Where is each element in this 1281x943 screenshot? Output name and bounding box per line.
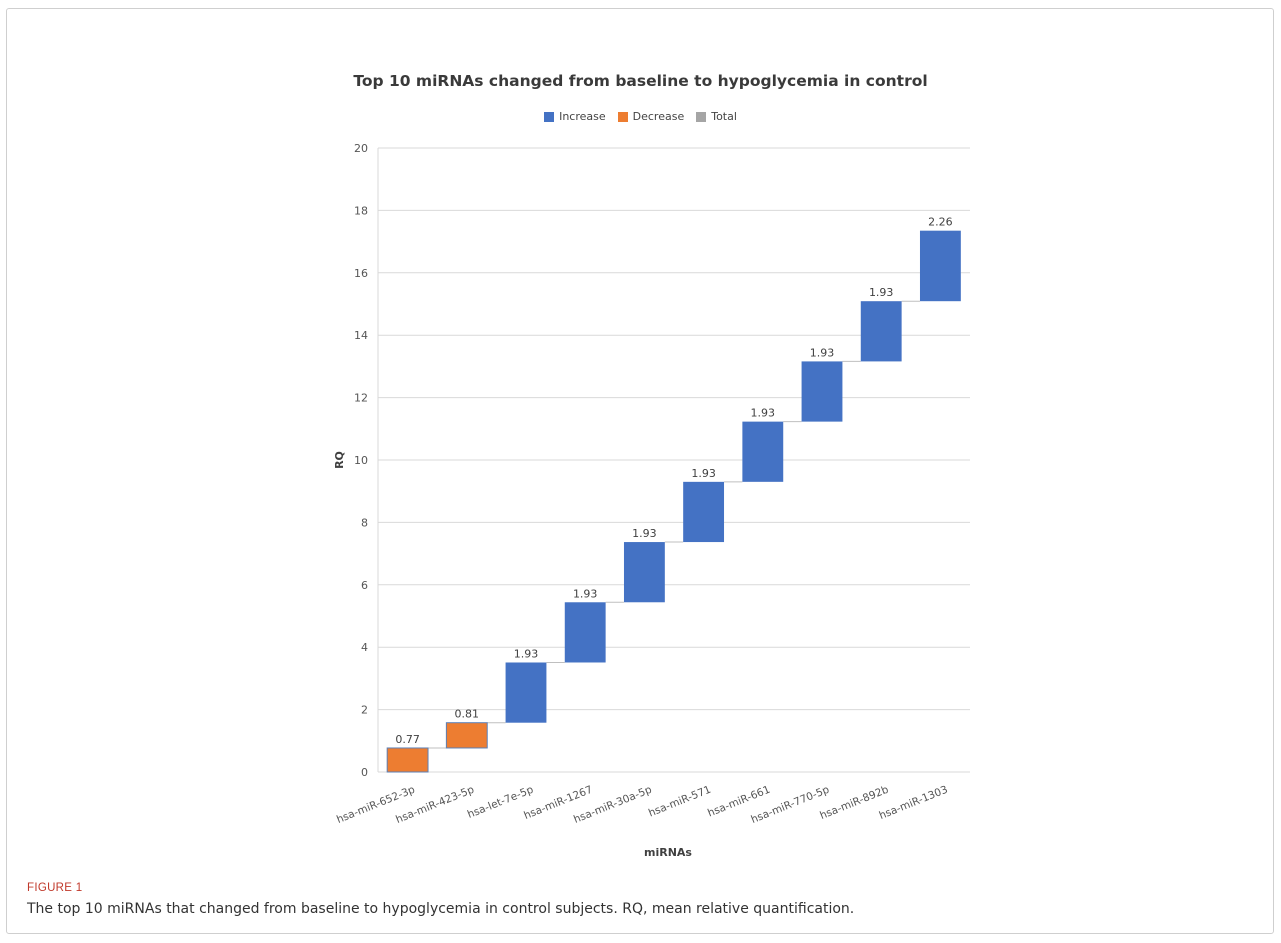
- data-label: 1.93: [573, 587, 598, 600]
- data-label: 1.93: [810, 346, 835, 359]
- y-tick-label: 10: [354, 454, 368, 467]
- bar-hsa-miR-571: [683, 481, 725, 543]
- bar-hsa-miR-652-3p: [386, 747, 429, 773]
- y-axis-label: RQ: [333, 451, 346, 469]
- data-label: 1.93: [869, 286, 894, 299]
- y-tick-label: 4: [361, 641, 368, 654]
- legend-swatch-decrease: [617, 111, 628, 122]
- figure-label: FIGURE 1: [27, 882, 83, 894]
- data-label: 2.26: [928, 216, 953, 229]
- gridlines: [377, 147, 970, 773]
- data-labels: 0.77 0.81 1.93 1.93 1.93 1.93 1.93 1.93 1.93 2.26: [395, 216, 952, 746]
- bar-hsa-miR-423-5p: [445, 722, 488, 749]
- legend-item-total: Total: [696, 110, 737, 123]
- y-tick-label: 0: [361, 766, 368, 779]
- bar-hsa-miR-1267: [564, 602, 606, 663]
- data-label: 1.93: [691, 467, 716, 480]
- legend-swatch-increase: [544, 111, 555, 122]
- y-tick-label: 12: [354, 392, 368, 405]
- y-tick-label: 18: [354, 204, 368, 217]
- y-tick-label: 16: [354, 267, 368, 280]
- figure-frame: [6, 8, 1274, 934]
- y-tick-label: 6: [361, 579, 368, 592]
- y-tick-label: 8: [361, 516, 368, 529]
- chart-legend: Increase Decrease Total: [0, 110, 1281, 123]
- bar-hsa-miR-661: [742, 421, 784, 482]
- legend-swatch-total: [696, 111, 707, 122]
- figure-caption: The top 10 miRNAs that changed from base…: [27, 901, 855, 917]
- y-tick-label: 2: [361, 704, 368, 717]
- data-label: 0.81: [455, 708, 480, 721]
- legend-label-total: Total: [711, 110, 737, 123]
- x-tick-label: hsa-miR-1303: [877, 784, 949, 822]
- bar-hsa-miR-1303: [919, 230, 961, 302]
- bars: [386, 230, 961, 773]
- bar-hsa-miR-30a-5p: [623, 542, 665, 603]
- legend-label-decrease: Decrease: [632, 110, 685, 123]
- bar-connectors: [428, 300, 920, 749]
- legend-label-increase: Increase: [559, 110, 606, 123]
- bar-hsa-miR-892b: [860, 301, 902, 362]
- legend-item-increase: Increase: [544, 110, 606, 123]
- chart-title: Top 10 miRNAs changed from baseline to h…: [353, 72, 928, 90]
- legend-item-decrease: Decrease: [617, 110, 685, 123]
- bar-hsa-let-7e-5p: [505, 662, 547, 723]
- y-tick-label: 20: [354, 142, 368, 155]
- x-axis-ticks: hsa-miR-652-3phsa-miR-423-5phsa-let-7e-5…: [335, 784, 950, 826]
- x-axis-label: miRNAs: [644, 846, 692, 859]
- data-label: 1.93: [514, 647, 539, 660]
- bar-hsa-miR-770-5p: [801, 361, 843, 422]
- data-label: 0.77: [395, 733, 420, 746]
- y-tick-label: 14: [354, 329, 368, 342]
- data-label: 1.93: [632, 527, 657, 540]
- y-axis-ticks: 0 2 4 6 8 10 12 14 16 18 20: [354, 142, 368, 779]
- data-label: 1.93: [751, 407, 776, 420]
- x-tick-label: hsa-miR-571: [647, 784, 713, 820]
